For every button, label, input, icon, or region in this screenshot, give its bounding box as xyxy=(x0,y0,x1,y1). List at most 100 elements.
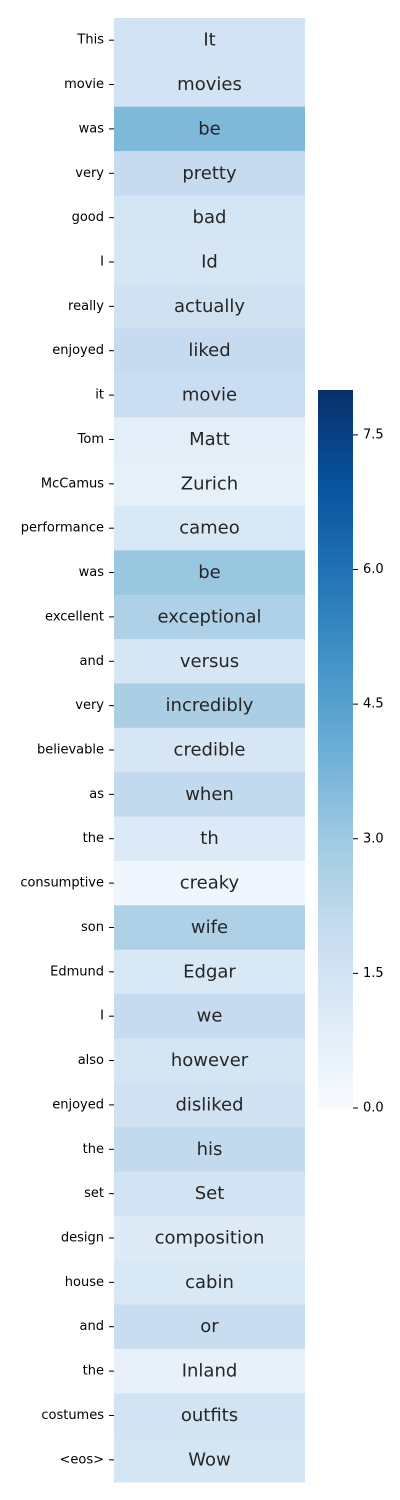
row-label-this: This xyxy=(76,33,104,48)
heatmap-cell-23 xyxy=(114,1038,305,1084)
cell-label-th: th xyxy=(200,828,218,849)
cell-label-id: Id xyxy=(201,252,218,273)
row-label-the: the xyxy=(83,1364,104,1379)
cell-label-versus: versus xyxy=(180,651,239,672)
row-label-eos: <eos> xyxy=(59,1452,104,1467)
row-label-movie: movie xyxy=(64,77,104,92)
cell-label-inland: Inland xyxy=(182,1361,238,1382)
heatmap-cell-30 xyxy=(114,1348,305,1394)
heatmap-cells: It movies be pretty bad Id actually liked movie M… xyxy=(114,18,305,1483)
cell-label-cabin: cabin xyxy=(185,1272,234,1293)
colorbar-tick-label-1: 1.5 xyxy=(363,966,384,981)
heatmap-cell-6 xyxy=(114,284,305,330)
heatmap-cell-4 xyxy=(114,195,305,241)
row-label-set: set xyxy=(84,1186,104,1201)
heatmap-cell-21 xyxy=(114,949,305,995)
row-label-also: also xyxy=(78,1053,104,1068)
row-label-costumes: costumes xyxy=(41,1408,104,1423)
heatmap-cell-25 xyxy=(114,1127,305,1172)
cell-label-his: his xyxy=(197,1139,223,1160)
heatmap-cell-16 xyxy=(114,727,305,773)
heatmap-cell-13 xyxy=(114,594,305,640)
heatmap-cell-17 xyxy=(114,772,305,818)
row-label-excellent: excellent xyxy=(45,609,104,624)
row-label-good: good xyxy=(72,210,104,225)
heatmap-cell-29 xyxy=(114,1304,305,1350)
cell-label-we: we xyxy=(197,1006,223,1027)
cell-label-when: when xyxy=(185,784,234,805)
heatmap-cell-11 xyxy=(114,506,305,551)
heatmap-cell-22 xyxy=(114,994,305,1039)
colorbar-tick-label-2: 3.0 xyxy=(363,831,384,846)
cell-label-be: be xyxy=(198,562,221,583)
heatmap-cell-2 xyxy=(114,106,305,152)
row-label-very: very xyxy=(75,698,104,713)
heatmap-cell-28 xyxy=(114,1260,305,1306)
colorbar xyxy=(318,390,353,1108)
row-label-house: house xyxy=(65,1275,104,1290)
heatmap-cell-0 xyxy=(114,18,305,63)
row-label-and: and xyxy=(80,654,104,669)
heatmap-cell-26 xyxy=(114,1171,305,1217)
heatmap-cell-3 xyxy=(114,151,305,196)
row-label-enjoyed: enjoyed xyxy=(52,1097,104,1112)
cell-label-matt: Matt xyxy=(189,429,230,450)
cell-label-bad: bad xyxy=(193,207,227,228)
cell-label-composition: composition xyxy=(155,1228,265,1249)
row-label-the: the xyxy=(83,831,104,846)
row-label-i: I xyxy=(100,255,104,270)
row-label-it: it xyxy=(95,388,104,403)
colorbar-tick-label-3: 4.5 xyxy=(363,697,384,712)
heatmap-cell-14 xyxy=(114,639,305,684)
cell-label-disliked: disliked xyxy=(175,1094,243,1115)
cell-label-movies: movies xyxy=(177,74,242,95)
cell-label-it: It xyxy=(203,30,215,51)
row-label-the: the xyxy=(83,1142,104,1157)
heatmap-cell-32 xyxy=(114,1437,305,1483)
row-label-design: design xyxy=(61,1231,104,1246)
row-label-i: I xyxy=(100,1009,104,1024)
cell-label-liked: liked xyxy=(188,340,230,361)
row-label-performance: performance xyxy=(21,521,104,536)
cell-label-edgar: Edgar xyxy=(183,961,236,982)
heatmap-cell-12 xyxy=(114,550,305,596)
row-label-son: son xyxy=(81,920,104,935)
cell-label-be: be xyxy=(198,118,221,139)
colorbar-tick-label-0: 0.0 xyxy=(363,1101,384,1116)
heatmap-cell-19 xyxy=(114,860,305,906)
row-label-was: was xyxy=(79,565,105,580)
row-label-tom: Tom xyxy=(77,432,104,447)
heatmap-cell-15 xyxy=(114,683,305,729)
cell-label-or: or xyxy=(200,1316,219,1337)
cell-label-creaky: creaky xyxy=(180,873,240,894)
cell-label-wow: Wow xyxy=(188,1449,230,1470)
colorbar-tick-label-4: 6.0 xyxy=(363,562,384,577)
cell-label-credible: credible xyxy=(174,740,246,761)
heatmap-cell-24 xyxy=(114,1082,305,1128)
heatmap-cell-1 xyxy=(114,62,305,108)
colorbar-ticks: 0.0 1.5 3.0 4.5 6.0 7.5 xyxy=(353,427,384,1116)
heatmap-cell-27 xyxy=(114,1215,305,1261)
row-label-consumptive: consumptive xyxy=(20,876,104,891)
heatmap-cell-5 xyxy=(114,239,305,285)
heatmap-cell-8 xyxy=(114,372,305,418)
cell-label-actually: actually xyxy=(174,296,245,317)
row-label-as: as xyxy=(89,787,104,802)
heatmap-cell-10 xyxy=(114,461,305,507)
heatmap-cell-7 xyxy=(114,328,305,374)
colorbar-gradient xyxy=(318,390,353,1108)
cell-label-cameo: cameo xyxy=(179,518,240,539)
row-label-edmund: Edmund xyxy=(50,964,104,979)
cell-label-movie: movie xyxy=(182,385,237,406)
row-label-and: and xyxy=(80,1319,104,1334)
heatmap-cell-20 xyxy=(114,905,305,951)
heatmap-cell-9 xyxy=(114,417,305,463)
cell-label-wife: wife xyxy=(191,917,228,938)
cell-label-however: however xyxy=(171,1050,249,1071)
cell-label-outfits: outfits xyxy=(181,1405,238,1426)
row-label-really: really xyxy=(68,299,104,314)
cell-label-exceptional: exceptional xyxy=(157,606,261,627)
heatmap-cell-31 xyxy=(114,1393,305,1439)
